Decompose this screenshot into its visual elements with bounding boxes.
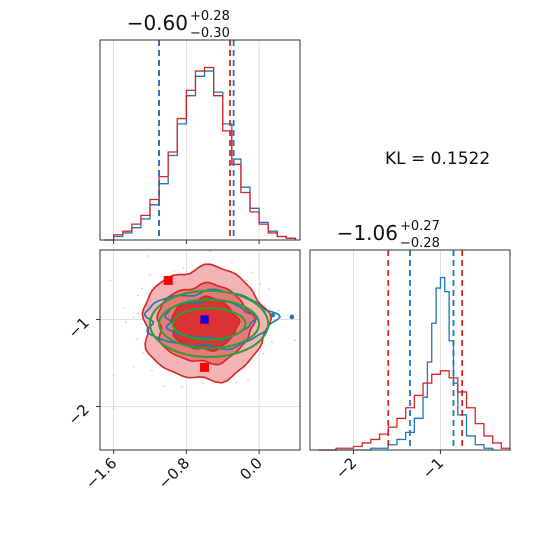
panel-frame-d2 <box>309 249 511 451</box>
diag2-title-upper: +0.27 <box>400 219 440 234</box>
scatter-sample-point <box>136 312 139 315</box>
scatter-sample-point <box>151 369 153 372</box>
diag2-title-lower: −0.28 <box>400 236 440 251</box>
scatter-xtick-label: 0.0 <box>236 454 266 484</box>
scatter-sample-point <box>293 339 296 342</box>
scatter-sample-point <box>123 306 126 309</box>
scatter-sample-point <box>124 321 127 324</box>
diag1-hist-blue <box>104 70 297 241</box>
scatter-sample-point <box>271 341 273 344</box>
diag1-title-lower: −0.30 <box>190 26 230 41</box>
scatter-outlier-blue <box>289 314 295 320</box>
scatter-sample-point <box>141 352 144 354</box>
diag2-hist-blue <box>318 276 494 451</box>
diag1-title: −0.60 <box>127 11 188 35</box>
scatter-sample-point <box>163 385 166 388</box>
scatter-sample-point <box>235 381 238 384</box>
scatter-sample-point <box>132 365 135 368</box>
kl-annotation: KL = 0.1522 <box>385 149 490 169</box>
scatter-sample-point <box>251 271 254 274</box>
scatter-ytick-label: −2 <box>64 401 92 429</box>
scatter-sample-point <box>181 385 184 388</box>
scatter-sample-point <box>141 287 144 290</box>
scatter-sample-point <box>267 288 270 291</box>
scatter-xtick-label: −0.8 <box>155 454 193 492</box>
scatter-sample-point <box>132 316 135 319</box>
scatter-ytick-label: −1 <box>64 314 92 342</box>
scatter-sample-point <box>209 250 211 253</box>
scatter-sample-point <box>173 269 176 272</box>
scatter-marker-blue <box>200 315 209 324</box>
scatter-sample-point <box>135 338 138 341</box>
scatter-marker-red <box>163 275 173 285</box>
scatter-sample-point <box>259 283 262 285</box>
scatter-contour-green <box>171 307 247 341</box>
scatter-sample-point <box>277 309 280 312</box>
panel-frame-sc <box>99 249 301 451</box>
diag1-hist-red <box>104 66 297 241</box>
scatter-xtick-label: −1.6 <box>82 454 120 492</box>
scatter-sample-point <box>182 267 185 270</box>
scatter-contour-green <box>149 289 270 358</box>
scatter-sample-point <box>146 255 149 257</box>
scatter-sample-point <box>231 260 233 263</box>
scatter-sample-point <box>112 374 115 377</box>
scatter-sample-point <box>109 279 112 282</box>
diag2-hist-red <box>318 370 511 451</box>
scatter-sample-point <box>202 382 205 385</box>
diag2-xtick-label: −1 <box>419 454 447 482</box>
scatter-sample-point <box>112 407 115 410</box>
panel-frame-d1 <box>99 39 301 241</box>
scatter-marker-red <box>200 362 210 372</box>
scatter-sample-point <box>136 294 139 297</box>
diag2-xtick-label: −2 <box>332 454 360 482</box>
scatter-contour-green <box>158 298 261 350</box>
scatter-sample-point <box>247 379 249 382</box>
scatter-sample-point <box>262 352 265 355</box>
diag2-title: −1.06 <box>337 221 398 245</box>
diag1-title-upper: +0.28 <box>190 9 230 24</box>
scatter-sample-point <box>245 279 248 282</box>
scatter-outlier-blue <box>270 312 276 318</box>
scatter-sample-point <box>149 274 151 276</box>
